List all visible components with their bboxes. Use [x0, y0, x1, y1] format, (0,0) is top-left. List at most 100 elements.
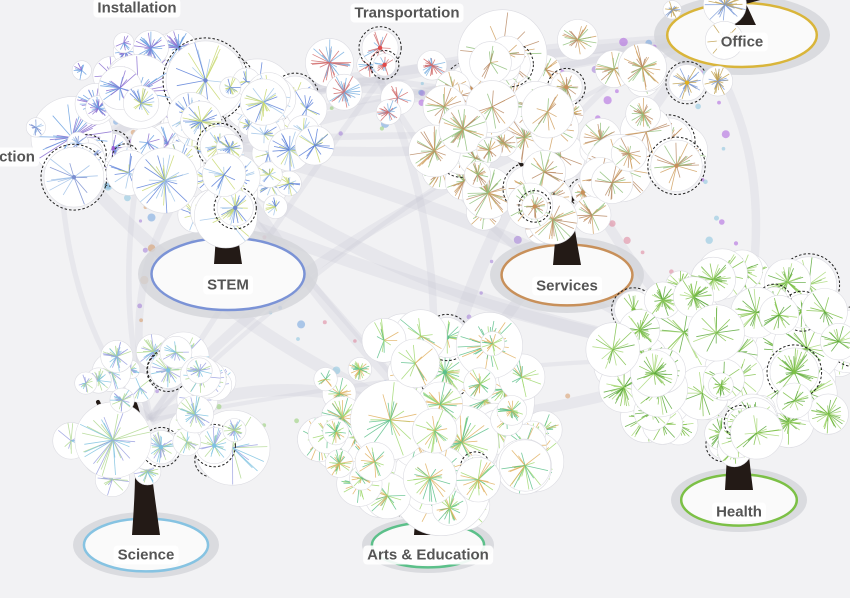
- bloom-spoke: [150, 47, 162, 61]
- bloom-spoke: [147, 142, 151, 150]
- bloom-spoke: [123, 36, 125, 43]
- bloom-spoke: [167, 133, 174, 144]
- bloom-spoke: [168, 47, 179, 62]
- bloom-spoke: [39, 137, 73, 159]
- bloom-spoke: [150, 47, 157, 59]
- bloom-spoke: [88, 107, 99, 115]
- job-bloom[interactable]: [375, 99, 402, 125]
- trail-dot: [714, 215, 719, 221]
- trail-dot: [329, 106, 334, 110]
- trail-dot: [322, 320, 327, 325]
- bloom-spoke: [166, 35, 179, 48]
- trail-dot: [147, 213, 156, 222]
- trail-dot: [721, 130, 730, 139]
- bloom-center-dot: [532, 204, 537, 209]
- trail-dot: [379, 126, 384, 131]
- bloom-spoke: [123, 35, 129, 43]
- job-bloom[interactable]: [647, 136, 706, 196]
- bloom-spoke: [81, 70, 87, 75]
- bloom-spoke: [52, 115, 73, 138]
- bloom-spoke: [112, 134, 117, 149]
- job-bloom[interactable]: [369, 50, 400, 80]
- trail-dot: [703, 179, 708, 185]
- job-bloom[interactable]: [240, 78, 287, 126]
- bloom-spoke: [160, 126, 168, 144]
- job-bloom[interactable]: [464, 161, 491, 188]
- job-bloom[interactable]: [202, 152, 247, 197]
- job-bloom[interactable]: [123, 85, 160, 122]
- bloom-center-dot: [203, 78, 208, 83]
- job-bloom[interactable]: [476, 137, 502, 163]
- bloom-spoke: [42, 137, 73, 151]
- trail-dot: [297, 320, 306, 329]
- bloom-spoke: [97, 108, 103, 113]
- bloom-spoke: [67, 104, 73, 138]
- trail-dot: [615, 89, 619, 94]
- job-bloom[interactable]: [25, 117, 46, 138]
- job-bloom[interactable]: [219, 76, 242, 99]
- bloom-center-dot: [564, 85, 569, 90]
- bloom-spoke: [147, 138, 160, 143]
- bloom-center-dot: [71, 175, 77, 180]
- trail-dot: [124, 194, 131, 202]
- trail-dot: [721, 146, 726, 151]
- bloom-spoke: [115, 42, 124, 47]
- bloom-spoke: [123, 42, 131, 45]
- bloom-spoke: [133, 45, 151, 49]
- bloom-spoke: [92, 99, 99, 109]
- bloom-spoke: [145, 47, 152, 54]
- trail-dot: [296, 337, 300, 341]
- bloom-spoke: [139, 142, 148, 156]
- bloom-spoke: [79, 70, 83, 80]
- job-bloom[interactable]: [557, 19, 599, 61]
- trail-dot: [640, 250, 645, 255]
- bloom-spoke: [150, 45, 162, 49]
- bloom-spoke: [76, 70, 82, 73]
- job-bloom[interactable]: [131, 147, 198, 214]
- bloom-spoke: [175, 36, 179, 48]
- job-bloom[interactable]: [71, 60, 92, 81]
- job-bloom[interactable]: [263, 194, 288, 220]
- trail-dot: [139, 318, 144, 323]
- bloom-spoke: [77, 62, 83, 71]
- job-bloom[interactable]: [521, 85, 575, 139]
- bloom-spoke: [123, 42, 130, 51]
- bloom-spoke: [139, 141, 148, 143]
- bloom-spoke: [97, 103, 104, 109]
- bloom-spoke: [147, 32, 152, 49]
- bloom-spoke: [95, 108, 99, 113]
- bloom-spoke: [150, 39, 155, 49]
- job-blooms[interactable]: [25, 0, 850, 536]
- job-bloom[interactable]: [618, 43, 667, 92]
- job-bloom[interactable]: [610, 135, 648, 172]
- bloom-center-dot: [684, 80, 690, 85]
- job-bloom[interactable]: [469, 41, 512, 84]
- job-bloom[interactable]: [113, 32, 135, 54]
- bloom-spoke: [167, 39, 179, 48]
- trail-dot: [489, 259, 494, 264]
- trail-dot: [479, 291, 483, 295]
- bloom-spoke: [150, 41, 158, 49]
- tree-bases: [73, 0, 830, 578]
- job-bloom[interactable]: [294, 125, 335, 166]
- trail-dot: [603, 96, 612, 105]
- trail-dot: [216, 404, 222, 410]
- bloom-center-dot: [377, 45, 383, 50]
- bloom-spoke: [147, 134, 155, 143]
- bloom-spoke: [81, 64, 83, 71]
- job-bloom[interactable]: [702, 65, 734, 97]
- trail-dot: [419, 90, 426, 97]
- job-bloom[interactable]: [625, 96, 661, 132]
- trail-dot: [137, 303, 143, 309]
- job-bloom[interactable]: [662, 0, 682, 20]
- trail-dot: [155, 389, 160, 394]
- trail-dot: [138, 219, 143, 223]
- bloom-spoke: [36, 136, 72, 138]
- bloom-center-dot: [674, 163, 679, 168]
- job-bloom[interactable]: [325, 73, 363, 111]
- bloom-spoke: [147, 133, 150, 143]
- trail-dot: [338, 131, 343, 136]
- trail-dot: [513, 235, 522, 244]
- bloom-spoke: [140, 142, 148, 150]
